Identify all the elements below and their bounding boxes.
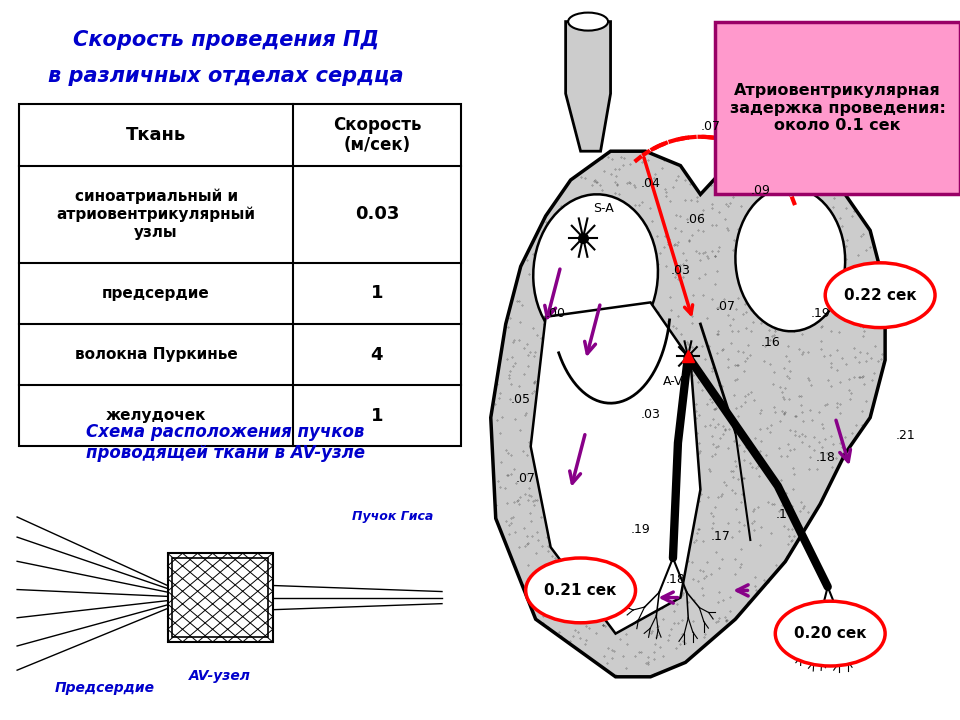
Text: .16: .16 xyxy=(760,336,780,348)
Text: 4: 4 xyxy=(371,346,383,364)
Text: .17: .17 xyxy=(776,508,795,521)
Text: 1: 1 xyxy=(371,284,383,302)
Ellipse shape xyxy=(776,601,885,666)
Text: .03: .03 xyxy=(640,408,660,420)
Bar xyxy=(19,104,461,446)
Text: .18: .18 xyxy=(815,451,835,464)
Bar xyxy=(167,553,273,642)
Text: желудочек: желудочек xyxy=(106,408,206,423)
Polygon shape xyxy=(491,151,885,677)
Text: Предсердие: Предсердие xyxy=(55,681,155,696)
Text: .21: .21 xyxy=(896,429,915,442)
Text: .19: .19 xyxy=(631,523,650,536)
Text: .05: .05 xyxy=(511,393,531,406)
Ellipse shape xyxy=(826,263,935,328)
Ellipse shape xyxy=(735,187,845,331)
Text: 0.22 сек: 0.22 сек xyxy=(844,288,917,302)
Bar xyxy=(172,558,268,637)
Text: .07: .07 xyxy=(701,120,720,132)
Text: 0.20 сек: 0.20 сек xyxy=(794,626,867,641)
Text: 0.21 сек: 0.21 сек xyxy=(544,583,616,598)
Text: Скорость
(м/сек): Скорость (м/сек) xyxy=(333,116,421,154)
Text: S-A: S-A xyxy=(593,202,613,215)
Text: .09: .09 xyxy=(751,184,770,197)
Text: Схема расположения пучков
проводящей ткани в AV-узле: Схема расположения пучков проводящей тка… xyxy=(86,423,365,462)
Text: синоатриальный и
атриовентрикулярный
узлы: синоатриальный и атриовентрикулярный узл… xyxy=(57,189,255,240)
Text: A-V: A-V xyxy=(663,375,684,388)
Polygon shape xyxy=(531,302,701,634)
Text: AV-узел: AV-узел xyxy=(189,669,252,683)
Ellipse shape xyxy=(533,194,658,353)
Text: волокна Пуркинье: волокна Пуркинье xyxy=(75,347,237,362)
Ellipse shape xyxy=(526,558,636,623)
Text: 0.03: 0.03 xyxy=(354,205,399,223)
Text: Атриовентрикулярная
задержка проведения:
около 0.1 сек: Атриовентрикулярная задержка проведения:… xyxy=(730,83,946,133)
Text: Ткань: Ткань xyxy=(126,126,186,144)
Text: Скорость проведения ПД: Скорость проведения ПД xyxy=(73,30,378,50)
Ellipse shape xyxy=(568,12,608,30)
Text: .00: .00 xyxy=(545,307,565,320)
Text: в различных отделах сердца: в различных отделах сердца xyxy=(48,66,403,86)
Text: 1: 1 xyxy=(371,407,383,425)
Text: .18: .18 xyxy=(665,573,685,586)
Text: .17: .17 xyxy=(710,530,731,543)
Text: .19: .19 xyxy=(810,307,830,320)
Text: .07: .07 xyxy=(715,300,735,312)
Text: Пучок Гиса: Пучок Гиса xyxy=(352,510,434,523)
Text: .04: .04 xyxy=(640,177,660,190)
Text: .03: .03 xyxy=(670,264,690,276)
Text: .07: .07 xyxy=(516,472,536,485)
Polygon shape xyxy=(565,22,611,151)
Text: предсердие: предсердие xyxy=(102,286,210,301)
Text: .06: .06 xyxy=(685,213,706,226)
FancyBboxPatch shape xyxy=(715,22,960,194)
